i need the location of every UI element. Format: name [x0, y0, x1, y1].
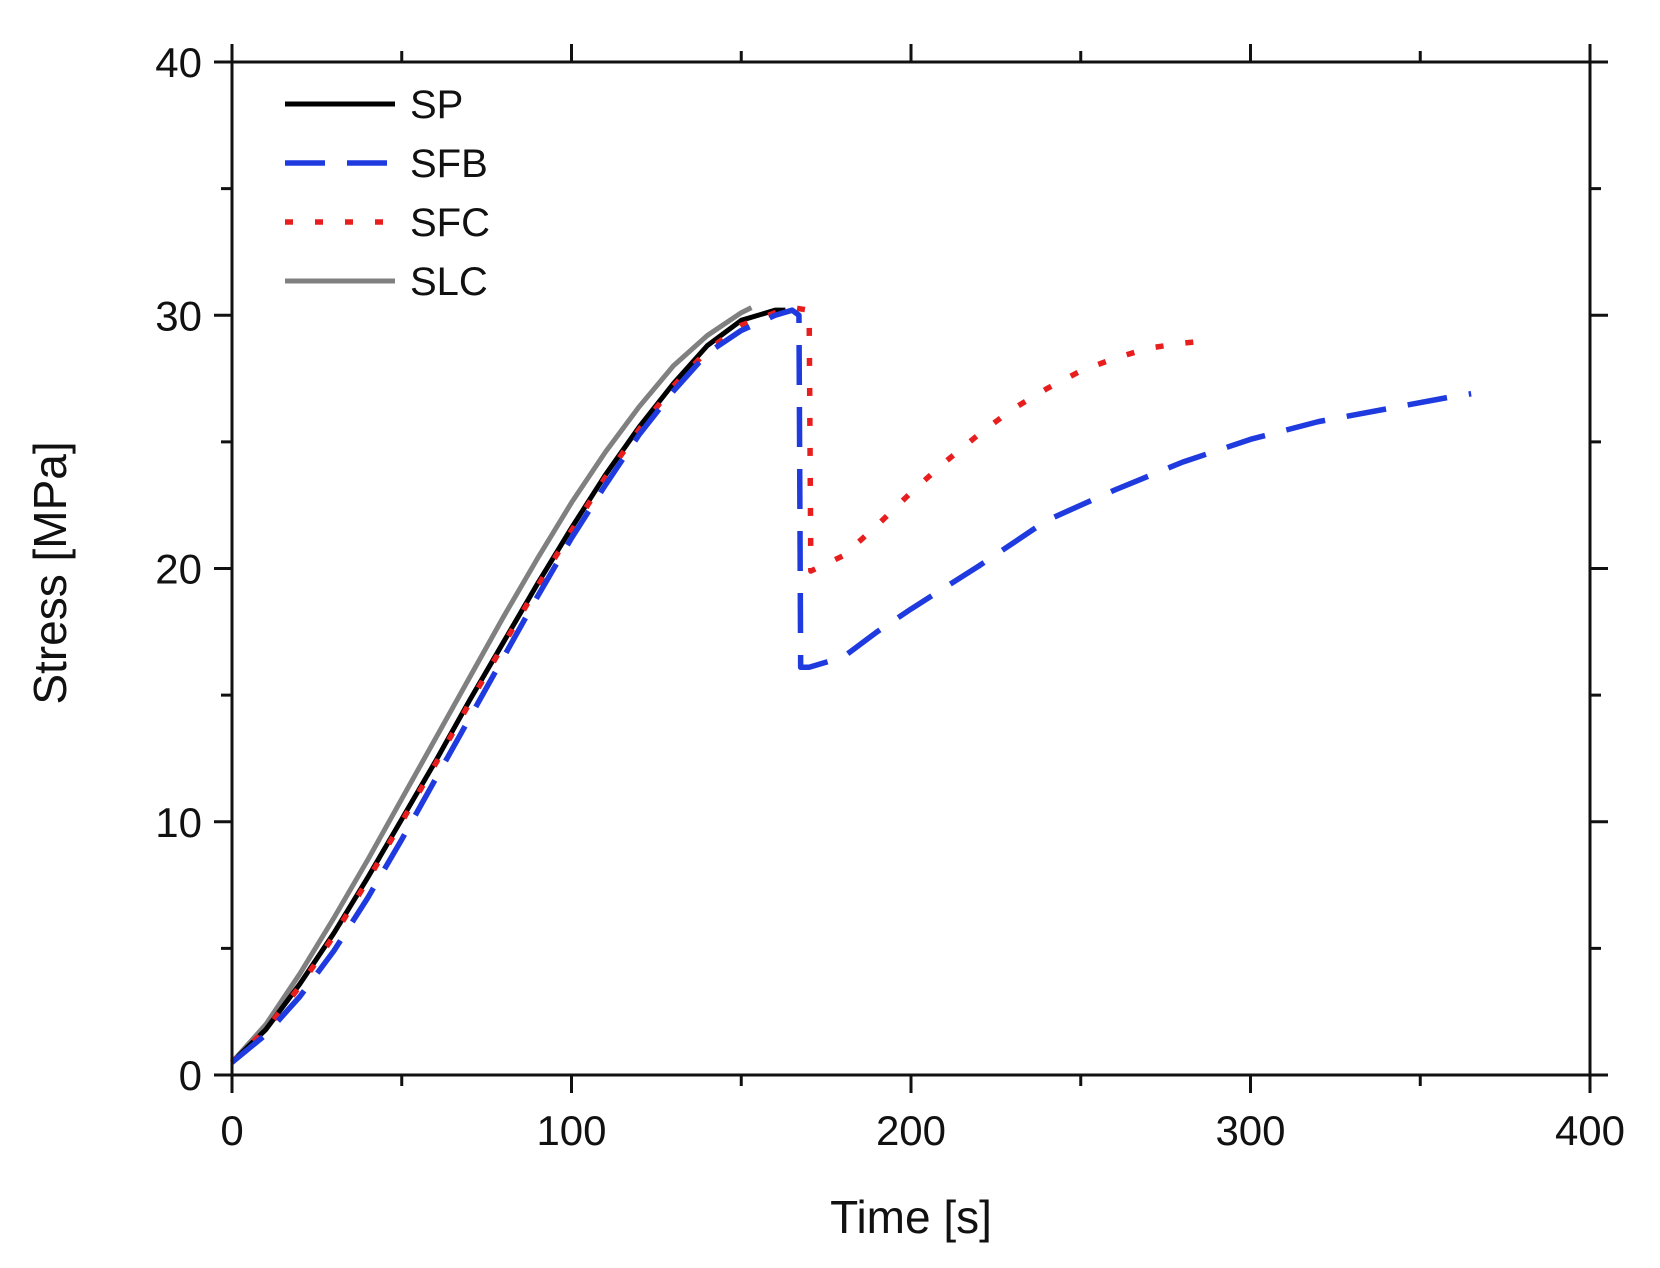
x-tick-label: 400: [1555, 1107, 1625, 1154]
legend-label-slc: SLC: [410, 260, 488, 304]
y-tick-label: 20: [155, 546, 202, 593]
y-tick-label: 40: [155, 39, 202, 86]
legend-label-sfb: SFB: [410, 142, 488, 186]
legend: SP SFB SFC SLC: [285, 83, 490, 304]
series-line-slc: [230, 305, 753, 1065]
x-axis-title: Time [s]: [830, 1191, 992, 1243]
y-tick-label: 30: [155, 292, 202, 339]
y-tick-label: 0: [179, 1052, 202, 1099]
y-axis-title: Stress [MPa]: [24, 441, 76, 704]
series-line-sfc: [230, 304, 1211, 1065]
legend-label-sfc: SFC: [410, 201, 490, 245]
x-tick-label: 100: [536, 1107, 606, 1154]
x-tick-label: 300: [1215, 1107, 1285, 1154]
axes-layer: 0 100 200 300 400 0 10 20 30 40: [155, 39, 1625, 1154]
series-line-sfb: [230, 307, 1472, 1065]
series-layer: [230, 304, 1472, 1065]
x-tick-label: 200: [876, 1107, 946, 1154]
x-tick-label: 0: [220, 1107, 243, 1154]
legend-label-sp: SP: [410, 83, 463, 127]
y-tick-label: 10: [155, 799, 202, 846]
